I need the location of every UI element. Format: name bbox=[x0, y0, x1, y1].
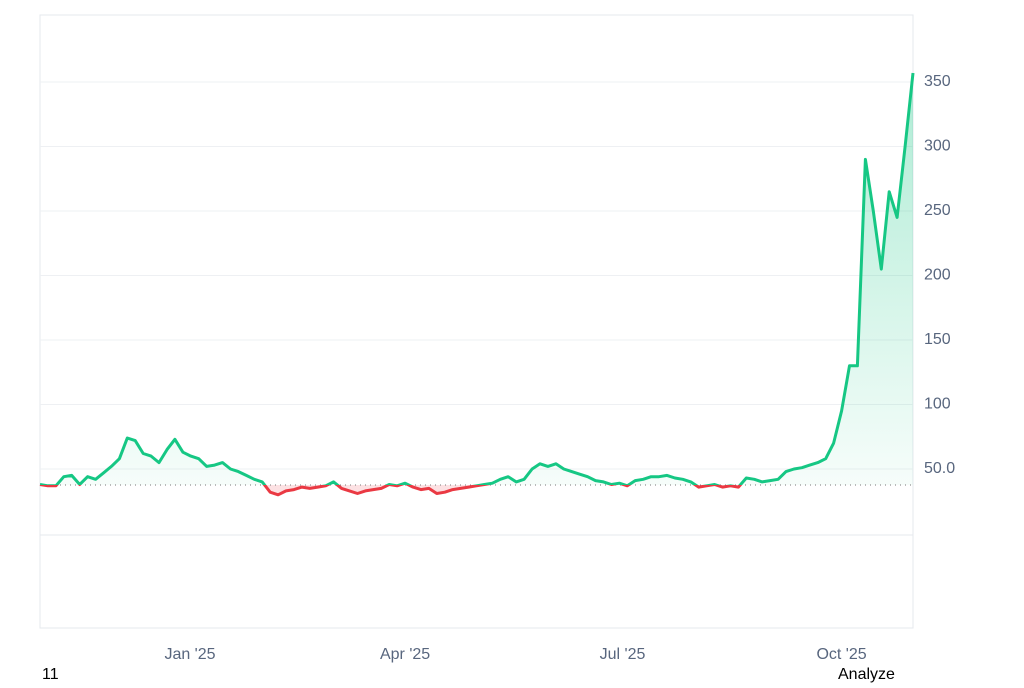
area-down bbox=[43, 484, 741, 495]
x-tick-label: Apr '25 bbox=[380, 646, 430, 663]
footer-right[interactable]: Analyze bbox=[838, 666, 895, 683]
line-up bbox=[39, 72, 915, 485]
y-tick-label: 300 bbox=[924, 138, 951, 155]
y-tick-label: 50.0 bbox=[924, 460, 955, 477]
y-tick-label: 150 bbox=[924, 331, 951, 348]
footer-left: 11 bbox=[42, 666, 59, 683]
area-up bbox=[40, 73, 913, 485]
y-tick-label: 250 bbox=[924, 202, 951, 219]
x-tick-label: Jul '25 bbox=[600, 646, 646, 663]
x-tick-label: Jan '25 bbox=[164, 646, 215, 663]
line-down bbox=[39, 484, 743, 497]
y-tick-label: 100 bbox=[924, 396, 951, 413]
x-tick-label: Oct '25 bbox=[816, 646, 866, 663]
y-tick-label: 200 bbox=[924, 267, 951, 284]
frame bbox=[39, 14, 914, 629]
y-tick-label: 350 bbox=[924, 73, 951, 90]
